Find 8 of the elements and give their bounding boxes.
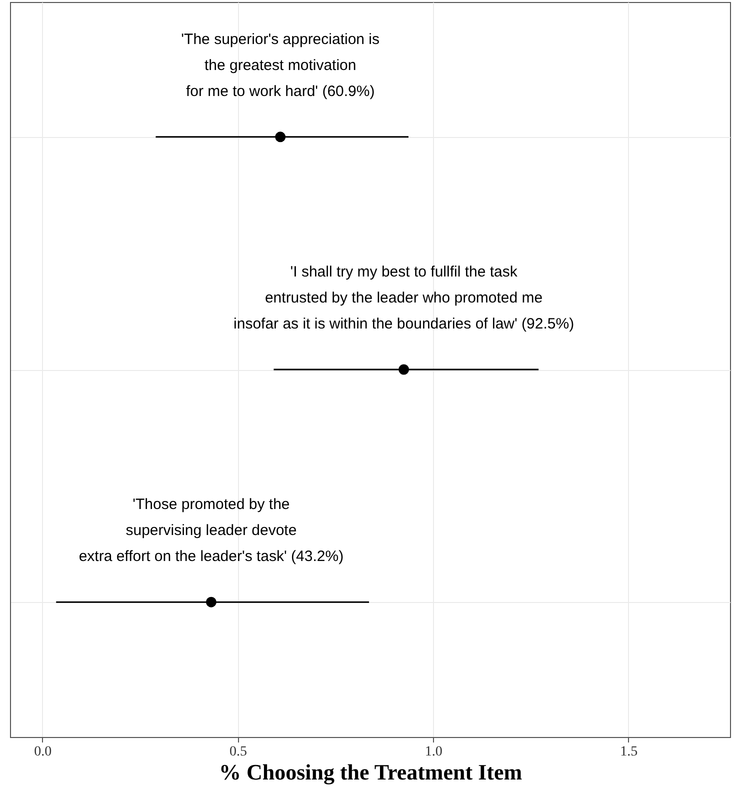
x-tick-label: 1.0 xyxy=(424,744,442,760)
text: 0.5 xyxy=(230,744,248,760)
annotation: 'The superior's appreciation is the greatest motivation for me to work hard' (60.9%) xyxy=(181,30,380,100)
annotation: 'Those promoted by the supervising leader devote extra effort on the leader's task' (43.2%) xyxy=(78,496,344,566)
x-axis-title: % Choosing the Treatment Item xyxy=(218,760,522,784)
annotation: 'I shall try my best to fullfil the task entrusted by the leader who promoted me insofar as it is within the boundaries of law' (92.5%) xyxy=(234,264,574,332)
text: 1.5 xyxy=(620,744,638,760)
x-tick-label: 0.0 xyxy=(34,744,52,760)
